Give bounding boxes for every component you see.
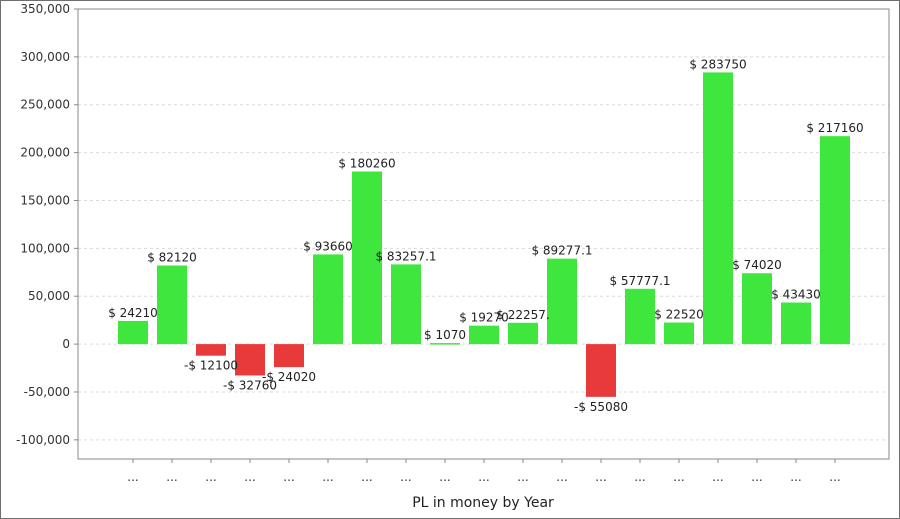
x-tick-label: ... <box>205 470 216 484</box>
x-tick-label: ... <box>595 470 606 484</box>
bar <box>313 254 343 345</box>
y-tick-label: 300,000 <box>20 50 70 64</box>
data-label: $ 19270 <box>459 311 509 325</box>
data-label: $ 283750 <box>689 57 746 71</box>
x-tick-label: ... <box>244 470 255 484</box>
x-axis-title: PL in money by Year <box>412 495 554 511</box>
x-tick-label: ... <box>790 470 801 484</box>
bar <box>235 344 265 376</box>
axes <box>74 8 890 463</box>
y-tick-labels: -100,000 -50,000 0 50,000 100,000 150,000 200,… <box>16 2 70 447</box>
data-label: $ 22520 <box>654 308 704 322</box>
data-label: $ 82120 <box>147 250 197 264</box>
bar <box>625 288 655 345</box>
bar <box>118 320 148 345</box>
data-label: $ 93660 <box>303 239 353 253</box>
data-label: -$ 32760 <box>223 378 277 392</box>
bar <box>157 265 187 345</box>
data-label: $ 217160 <box>806 121 863 135</box>
data-label: $ 83257.1 <box>375 249 436 263</box>
x-tick-labels: ........................................… <box>127 470 840 484</box>
x-tick-label: ... <box>127 470 138 484</box>
bar <box>430 343 460 345</box>
x-tick-label: ... <box>439 470 450 484</box>
data-label: -$ 55080 <box>574 400 628 414</box>
bar <box>781 302 811 345</box>
x-tick-label: ... <box>361 470 372 484</box>
x-tick-label: ... <box>634 470 645 484</box>
bar <box>469 325 499 345</box>
data-labels: $ 24210 $ 82120 -$ 12100 -$ 32760-$ 24020 $ … <box>108 57 863 413</box>
x-tick-label: ... <box>166 470 177 484</box>
y-tick-label: 350,000 <box>20 2 70 16</box>
x-tick-label: ... <box>673 470 684 484</box>
y-tick-label: -100,000 <box>16 433 70 447</box>
data-label: $ 74020 <box>732 258 782 272</box>
x-tick-label: ... <box>712 470 723 484</box>
bars <box>118 72 850 397</box>
bar <box>820 136 850 345</box>
y-tick-label: 100,000 <box>20 241 70 255</box>
x-tick-label: ... <box>556 470 567 484</box>
x-tick-label: ... <box>283 470 294 484</box>
data-label: $ 180260 <box>338 157 395 171</box>
data-label: $ 57777.1 <box>609 274 670 288</box>
y-tick-label: 200,000 <box>20 146 70 160</box>
x-tick-label: ... <box>517 470 528 484</box>
x-tick-label: ... <box>400 470 411 484</box>
bar <box>274 344 304 368</box>
bar <box>508 322 538 345</box>
y-tick-label: 150,000 <box>20 193 70 207</box>
x-tick-label: ... <box>478 470 489 484</box>
bar <box>703 72 733 345</box>
y-tick-label: 0 <box>62 337 70 351</box>
data-label: $ 89277.1 <box>531 244 592 258</box>
grid-lines <box>78 8 889 441</box>
x-tick-label: ... <box>751 470 762 484</box>
bar <box>391 264 421 345</box>
y-tick-label: -50,000 <box>24 385 70 399</box>
bar <box>547 258 577 345</box>
bar <box>742 273 772 345</box>
bar <box>586 344 616 397</box>
data-label: $ 24210 <box>108 306 158 320</box>
bar <box>352 171 382 345</box>
y-tick-label: 50,000 <box>28 289 70 303</box>
data-label: $ 1070 <box>424 328 466 342</box>
x-tick-label: ... <box>322 470 333 484</box>
bar <box>196 344 226 356</box>
data-label: -$ 12100 <box>184 359 238 373</box>
x-tick-label: ... <box>829 470 840 484</box>
data-label: $ 22257. <box>496 308 549 322</box>
data-label: -$ 24020 <box>262 370 316 384</box>
bar <box>664 322 694 345</box>
data-label: $ 43430 <box>771 288 821 302</box>
y-tick-label: 250,000 <box>20 98 70 112</box>
